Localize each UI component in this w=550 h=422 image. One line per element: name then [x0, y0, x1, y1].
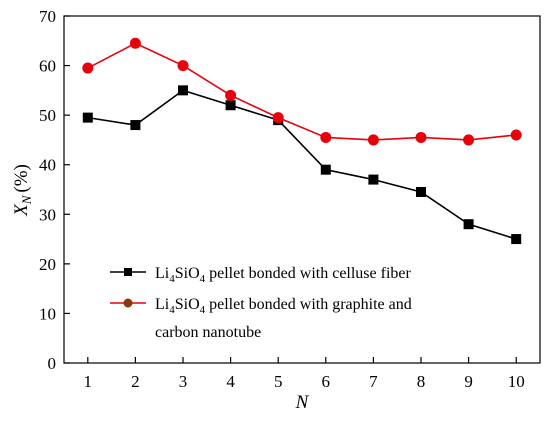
series-2-point: [367, 134, 379, 146]
legend-label-series-1: Li4SiO4 pellet bonded with celluse fiber: [155, 265, 412, 285]
series-2-point: [82, 62, 94, 74]
series-1-point: [368, 174, 379, 185]
y-tick-label: 0: [48, 354, 57, 373]
series-2-line: [87, 42, 517, 141]
y-tick-label: 10: [39, 304, 56, 323]
series-1-point: [511, 234, 522, 245]
plot-frame: [63, 15, 541, 364]
x-tick-label: 2: [131, 372, 140, 391]
legend-label-series-2-line-2: carbon nanotube: [155, 324, 261, 341]
x-tick-label: 4: [226, 372, 235, 391]
series-1-point: [463, 219, 474, 230]
y-tick-label: 20: [39, 255, 56, 274]
x-tick-label: 9: [464, 372, 473, 391]
y-axis-title: XN(%): [11, 164, 34, 217]
legend: Li4SiO4 pellet bonded with celluse fiber…: [110, 265, 412, 341]
series-1-line: [87, 89, 517, 240]
series-2-point: [463, 134, 475, 146]
series-1-point: [225, 100, 236, 111]
axis-ticks: 1 2 3 4 5 6 7 8 9 10 0 10 20 30 40 50 60 70: [39, 7, 525, 391]
series-2-point: [272, 112, 284, 124]
x-tick-label: 6: [322, 372, 331, 391]
x-tick-label: 1: [84, 372, 93, 391]
legend-marker-series-2: [123, 298, 133, 308]
x-tick-label: 10: [508, 372, 525, 391]
legend-marker-series-1: [124, 268, 132, 276]
series-1-point: [178, 85, 188, 96]
series-2-point: [510, 129, 522, 141]
series-1-point: [416, 186, 426, 197]
series-2-point: [177, 60, 189, 72]
y-tick-label: 70: [39, 7, 56, 26]
series-1-point: [82, 112, 93, 123]
series-2-point: [129, 37, 141, 49]
series-1-point: [320, 164, 331, 175]
legend-label-series-2: Li4SiO4 pellet bonded with graphite and: [155, 296, 412, 316]
series-1-point: [130, 120, 141, 131]
series-2-point: [320, 131, 332, 143]
x-tick-label: 7: [369, 372, 378, 391]
x-tick-label: 8: [417, 372, 426, 391]
y-tick-label: 50: [39, 106, 56, 125]
y-tick-label: 30: [39, 205, 56, 224]
series-2-point: [225, 89, 237, 101]
series-2-point: [415, 131, 427, 143]
x-axis-title: N: [295, 392, 310, 413]
x-tick-label: 5: [274, 372, 283, 391]
y-tick-label: 40: [39, 156, 56, 175]
x-tick-label: 3: [179, 372, 188, 391]
series-layer: [82, 37, 522, 245]
y-tick-label: 60: [39, 57, 56, 76]
